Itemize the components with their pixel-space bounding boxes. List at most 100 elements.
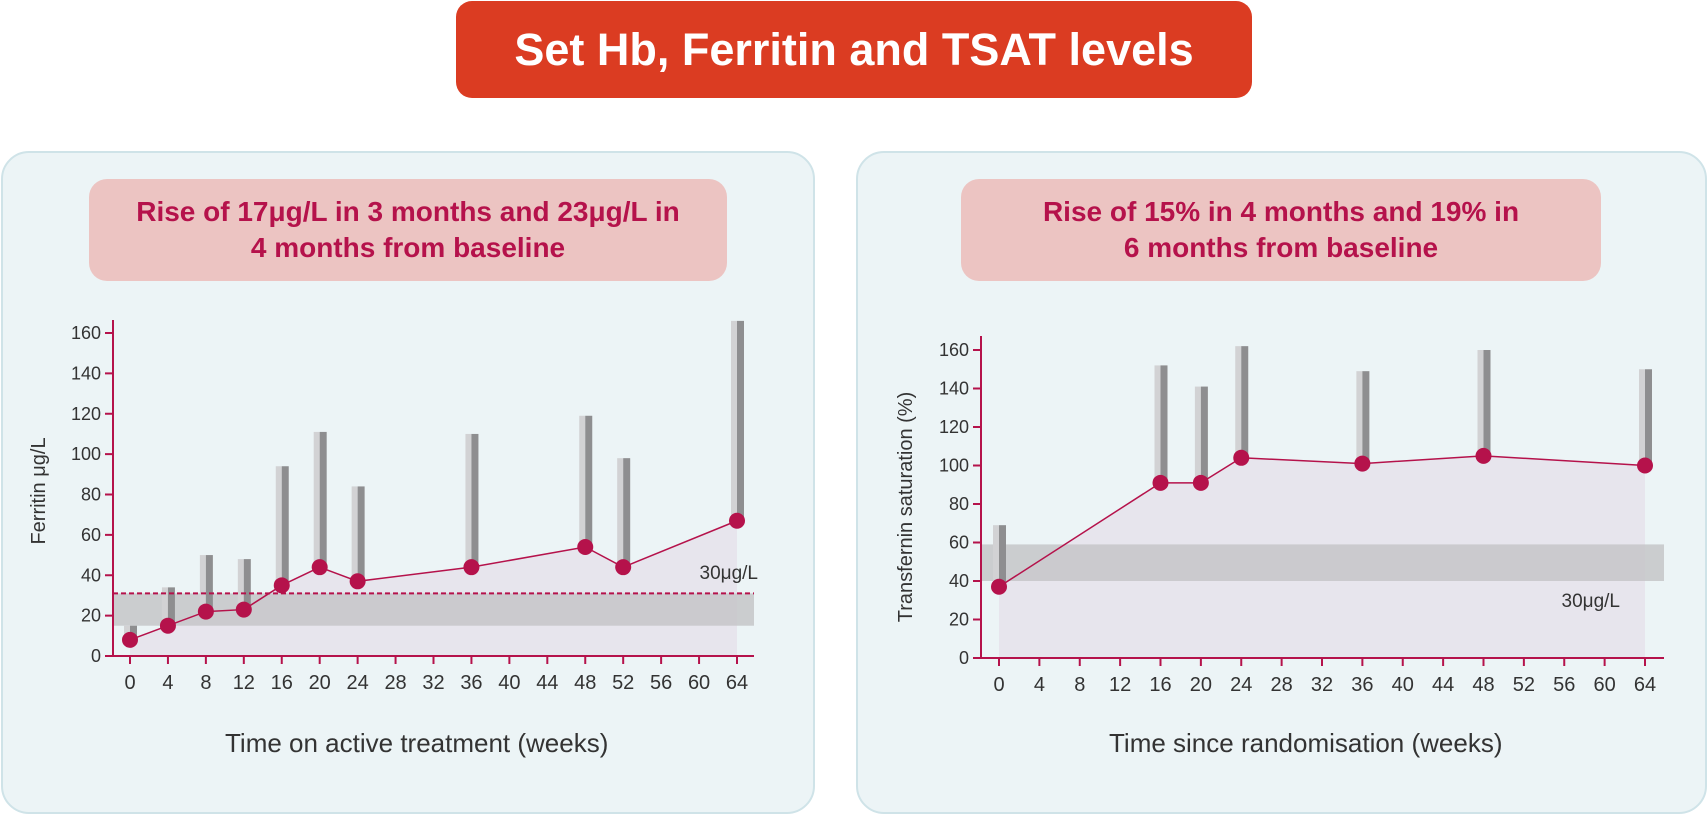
tsat-range-bar-dark <box>999 525 1006 587</box>
tsat-range-bar <box>1154 365 1168 483</box>
ferritin-range-bar-light <box>617 458 624 568</box>
tsat-range-bar-light <box>1194 386 1201 483</box>
ferritin-data-point <box>122 631 138 648</box>
ferritin-reference-band <box>113 593 754 626</box>
page-title: Set Hb, Ferritin and TSAT levels <box>456 1 1252 98</box>
ferritin-x-tick-label: 64 <box>726 672 748 694</box>
ferritin-data-point <box>615 559 632 576</box>
ferritin-range-bar-light <box>275 466 282 586</box>
ferritin-y-tick-label: 20 <box>81 606 101 626</box>
tsat-range-bar-dark <box>1200 386 1208 483</box>
ferritin-x-tick-label: 20 <box>309 672 331 694</box>
tsat-x-tick-label: 0 <box>993 674 1004 696</box>
ferritin-range-bar <box>313 431 327 568</box>
ferritin-range-bar-light <box>351 486 358 582</box>
ferritin-range-bar <box>579 415 593 547</box>
ferritin-range-bar-light <box>579 415 586 547</box>
tsat-range-bar-dark <box>1362 371 1370 464</box>
ferritin-range-bar <box>731 320 744 521</box>
tsat-x-tick-label: 4 <box>1034 674 1045 696</box>
ferritin-callout-line2: 4 months from baseline <box>250 232 566 263</box>
tsat-x-axis-title: Time since randomisation (weeks) <box>1109 728 1503 758</box>
ferritin-x-tick-label: 16 <box>271 672 293 694</box>
ferritin-range-bar <box>617 458 631 568</box>
ferritin-range-bar-dark <box>585 415 593 547</box>
tsat-x-tick-label: 44 <box>1432 674 1454 696</box>
ferritin-x-tick-label: 36 <box>460 672 482 694</box>
ferritin-y-tick-label: 100 <box>71 444 101 464</box>
ferritin-y-tick-label: 0 <box>91 646 101 666</box>
ferritin-data-point <box>159 617 176 634</box>
tsat-x-tick-label: 12 <box>1109 674 1131 696</box>
tsat-y-tick-label: 100 <box>939 456 969 476</box>
ferritin-x-tick-label: 24 <box>347 672 369 694</box>
tsat-x-tick-label: 36 <box>1351 674 1373 696</box>
ferritin-range-bar <box>275 466 289 586</box>
tsat-callout: Rise of 15% in 4 months and 19% in 6 mon… <box>961 179 1601 281</box>
ferritin-y-tick-label: 60 <box>81 525 101 545</box>
tsat-range-bar-light <box>993 525 999 587</box>
ferritin-x-tick-label: 60 <box>688 672 710 694</box>
ferritin-range-bar-dark <box>281 466 289 586</box>
ferritin-data-point <box>349 573 366 590</box>
ferritin-range-bar <box>237 559 251 610</box>
tsat-x-tick-label: 20 <box>1190 674 1212 696</box>
tsat-data-point <box>1354 455 1371 472</box>
ferritin-range-bar-dark <box>471 433 479 568</box>
ferritin-range-bar-light <box>199 555 206 612</box>
ferritin-range-bar-dark <box>623 458 631 568</box>
tsat-y-tick-label: 140 <box>939 379 969 399</box>
ferritin-range-bar-light <box>731 320 737 521</box>
tsat-data-point <box>1475 447 1492 464</box>
ferritin-y-tick-label: 140 <box>71 363 101 383</box>
ferritin-callout: Rise of 17μg/L in 3 months and 23μg/L in… <box>89 179 727 281</box>
ferritin-x-tick-label: 12 <box>233 672 255 694</box>
tsat-range-bar-light <box>1154 365 1161 483</box>
tsat-range-bar-dark <box>1645 369 1652 466</box>
tsat-data-point <box>1192 474 1209 491</box>
tsat-range-bar <box>1235 346 1249 458</box>
tsat-x-tick-label: 16 <box>1149 674 1171 696</box>
tsat-y-tick-label: 40 <box>949 571 969 591</box>
tsat-reference-label: 30μg/L <box>1562 591 1621 612</box>
ferritin-range-bar-dark <box>357 486 365 582</box>
ferritin-y-tick-label: 80 <box>81 485 101 505</box>
tsat-y-axis-title: Transfernin saturation (%) <box>895 392 917 622</box>
ferritin-x-tick-label: 44 <box>536 672 558 694</box>
tsat-range-bar <box>1356 371 1370 464</box>
ferritin-range-bar-light <box>313 431 320 568</box>
tsat-range-bar-dark <box>1160 365 1168 483</box>
ferritin-x-tick-label: 0 <box>124 672 135 694</box>
tsat-range-bar-dark <box>1241 346 1249 458</box>
ferritin-range-bar-dark <box>167 587 175 626</box>
ferritin-data-point <box>577 538 594 555</box>
ferritin-x-axis-title: Time on active treatment (weeks) <box>225 728 609 758</box>
tsat-data-point <box>1152 474 1169 491</box>
ferritin-x-tick-label: 40 <box>498 672 520 694</box>
tsat-x-tick-label: 64 <box>1634 674 1656 696</box>
tsat-range-bar-light <box>1356 371 1363 464</box>
tsat-x-tick-label: 56 <box>1553 674 1575 696</box>
tsat-y-tick-label: 20 <box>949 610 969 630</box>
tsat-range-bar-light <box>1639 369 1645 466</box>
ferritin-data-point <box>197 603 214 620</box>
ferritin-y-axis-title: Ferritin μg/L <box>28 437 50 544</box>
ferritin-range-bar <box>351 486 365 582</box>
ferritin-x-tick-label: 32 <box>422 672 444 694</box>
tsat-x-tick-label: 52 <box>1513 674 1535 696</box>
ferritin-x-tick-label: 56 <box>650 672 672 694</box>
tsat-x-tick-label: 24 <box>1230 674 1252 696</box>
ferritin-range-bar-light <box>237 559 244 610</box>
tsat-y-tick-label: 160 <box>939 340 969 360</box>
tsat-range-bar-light <box>1477 350 1484 456</box>
tsat-x-tick-label: 40 <box>1392 674 1414 696</box>
ferritin-data-point <box>235 601 252 618</box>
ferritin-callout-line1: Rise of 17μg/L in 3 months and 23μg/L in <box>136 196 680 227</box>
ferritin-data-point <box>311 559 328 576</box>
ferritin-x-tick-label: 48 <box>574 672 596 694</box>
tsat-data-point <box>991 578 1007 595</box>
tsat-x-tick-label: 28 <box>1271 674 1293 696</box>
ferritin-data-point <box>463 559 480 576</box>
ferritin-x-tick-label: 52 <box>612 672 634 694</box>
